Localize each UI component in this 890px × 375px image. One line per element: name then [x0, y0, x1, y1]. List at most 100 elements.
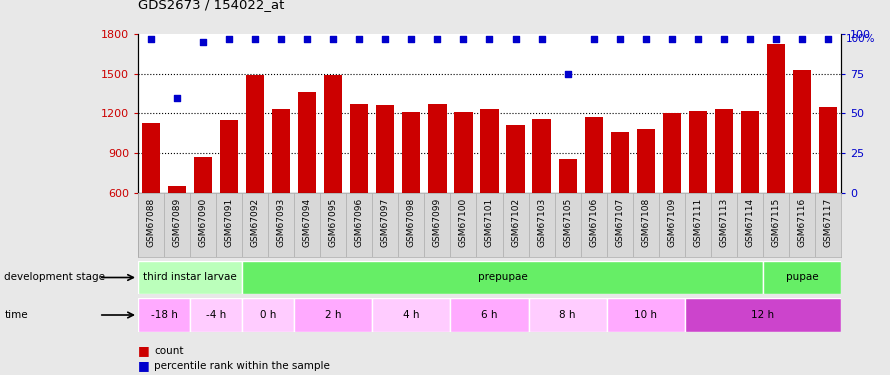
Point: [222, 36, 236, 42]
Text: 12 h: 12 h: [751, 310, 774, 320]
Bar: [585, 117, 603, 273]
Text: GSM67114: GSM67114: [746, 198, 755, 248]
Point: [170, 94, 184, 100]
Text: pupae: pupae: [786, 273, 818, 282]
Point: [404, 36, 418, 42]
Text: GSM67090: GSM67090: [198, 198, 207, 248]
Bar: [428, 104, 447, 273]
Point: [196, 39, 210, 45]
Text: 8 h: 8 h: [560, 310, 576, 320]
Bar: [402, 112, 420, 273]
Bar: [242, 261, 763, 294]
Bar: [138, 261, 242, 294]
Bar: [324, 75, 343, 273]
Point: [144, 36, 158, 42]
Text: -4 h: -4 h: [206, 310, 226, 320]
Text: GSM67117: GSM67117: [823, 198, 832, 248]
Text: prepupae: prepupae: [478, 273, 528, 282]
Point: [430, 36, 444, 42]
Point: [300, 36, 314, 42]
Text: 4 h: 4 h: [403, 310, 419, 320]
Bar: [763, 261, 841, 294]
Bar: [194, 157, 212, 273]
Point: [352, 36, 367, 42]
Bar: [450, 298, 529, 332]
Text: 6 h: 6 h: [481, 310, 498, 320]
Text: ■: ■: [138, 344, 150, 357]
Bar: [350, 104, 368, 273]
Text: GSM67103: GSM67103: [537, 198, 546, 248]
Bar: [684, 298, 841, 332]
Point: [795, 36, 809, 42]
Text: GSM67099: GSM67099: [433, 198, 442, 248]
Bar: [663, 113, 681, 273]
Text: GSM67101: GSM67101: [485, 198, 494, 248]
Text: ■: ■: [138, 359, 150, 372]
Text: 0 h: 0 h: [260, 310, 276, 320]
Bar: [242, 298, 295, 332]
Text: -18 h: -18 h: [150, 310, 177, 320]
Text: GSM67111: GSM67111: [693, 198, 702, 248]
Text: GSM67100: GSM67100: [459, 198, 468, 248]
Point: [821, 36, 835, 42]
Point: [378, 36, 392, 42]
Text: GSM67116: GSM67116: [797, 198, 806, 248]
Bar: [715, 110, 733, 273]
Bar: [168, 186, 186, 273]
Bar: [559, 159, 577, 273]
Text: development stage: development stage: [4, 273, 105, 282]
Point: [587, 36, 601, 42]
Bar: [220, 120, 239, 273]
Point: [508, 36, 522, 42]
Bar: [529, 298, 607, 332]
Point: [326, 36, 340, 42]
Point: [535, 36, 549, 42]
Bar: [607, 298, 684, 332]
Bar: [532, 119, 551, 273]
Point: [274, 36, 288, 42]
Bar: [767, 44, 785, 273]
Bar: [636, 129, 655, 273]
Point: [691, 36, 705, 42]
Text: GSM67088: GSM67088: [147, 198, 156, 248]
Bar: [138, 298, 190, 332]
Text: time: time: [4, 310, 28, 320]
Text: GSM67092: GSM67092: [251, 198, 260, 248]
Bar: [819, 107, 837, 273]
Point: [639, 36, 653, 42]
Point: [612, 36, 627, 42]
Point: [769, 36, 783, 42]
Bar: [481, 110, 498, 273]
Bar: [611, 132, 629, 273]
Text: GSM67115: GSM67115: [772, 198, 781, 248]
Text: GSM67113: GSM67113: [719, 198, 728, 248]
Text: GSM67089: GSM67089: [173, 198, 182, 248]
Text: GSM67105: GSM67105: [563, 198, 572, 248]
Bar: [793, 70, 811, 273]
Bar: [190, 298, 242, 332]
Bar: [295, 298, 372, 332]
Point: [743, 36, 757, 42]
Text: 100%: 100%: [846, 34, 875, 44]
Text: GSM67107: GSM67107: [615, 198, 624, 248]
Text: third instar larvae: third instar larvae: [143, 273, 237, 282]
Bar: [740, 111, 759, 273]
Bar: [372, 298, 450, 332]
Text: GSM67098: GSM67098: [407, 198, 416, 248]
Point: [716, 36, 731, 42]
Text: 10 h: 10 h: [635, 310, 657, 320]
Text: GSM67102: GSM67102: [511, 198, 520, 248]
Point: [248, 36, 263, 42]
Text: GDS2673 / 154022_at: GDS2673 / 154022_at: [138, 0, 284, 11]
Text: GSM67091: GSM67091: [224, 198, 233, 248]
Text: GSM67095: GSM67095: [328, 198, 338, 248]
Point: [457, 36, 471, 42]
Text: GSM67106: GSM67106: [589, 198, 598, 248]
Text: 2 h: 2 h: [325, 310, 342, 320]
Text: GSM67108: GSM67108: [641, 198, 651, 248]
Bar: [506, 125, 524, 273]
Point: [482, 36, 497, 42]
Bar: [272, 110, 290, 273]
Bar: [689, 111, 707, 273]
Bar: [142, 123, 160, 273]
